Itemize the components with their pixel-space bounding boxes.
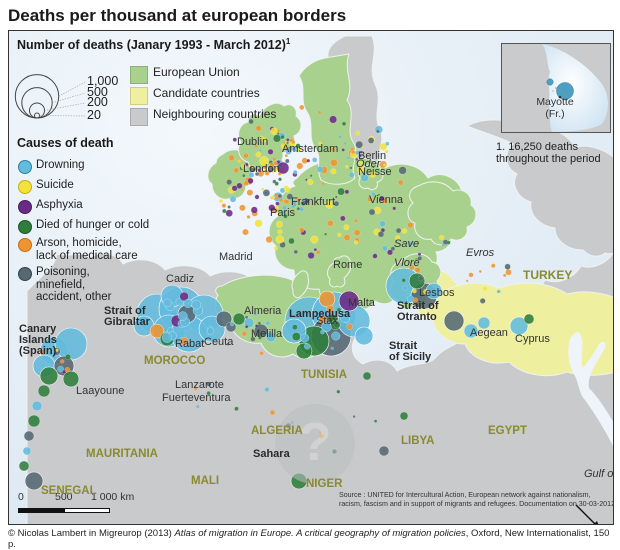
svg-text:20: 20 [87, 108, 101, 122]
svg-text:?: ? [299, 412, 332, 472]
svg-text:200: 200 [87, 95, 108, 109]
